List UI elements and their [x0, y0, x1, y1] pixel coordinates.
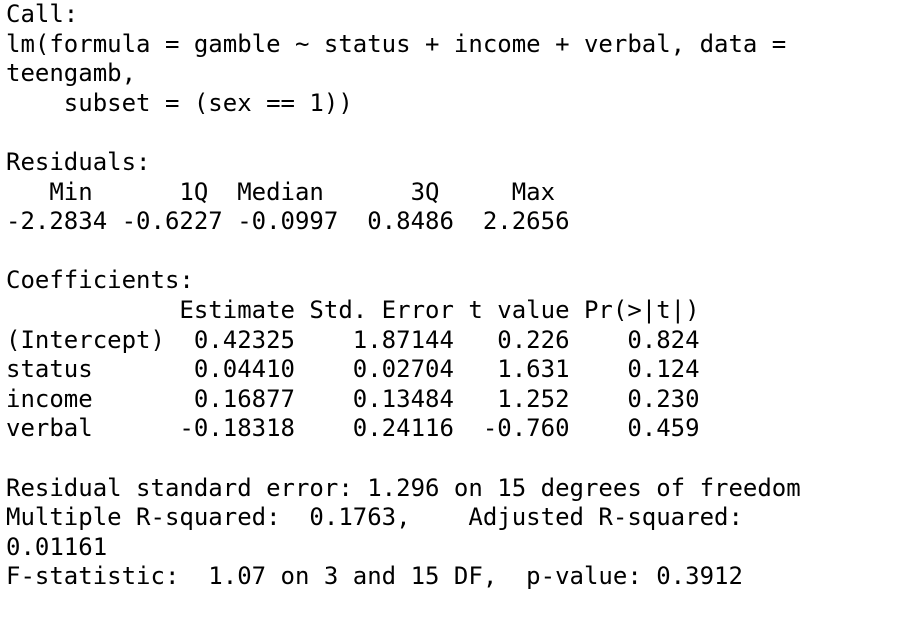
coefficients-column-headers: Estimate Std. Error t value Pr(>|t|) — [6, 295, 700, 324]
coefficients-row-income: income 0.16877 0.13484 1.252 0.230 — [6, 384, 700, 413]
blank-line — [6, 237, 897, 267]
blank-line — [6, 444, 897, 474]
blank-line — [6, 118, 897, 148]
call-line: lm(formula = gamble ~ status + income + … — [6, 29, 787, 58]
coefficients-row-verbal: verbal -0.18318 0.24116 -0.760 0.459 — [6, 414, 700, 443]
coefficients-row-intercept: (Intercept) 0.42325 1.87144 0.226 0.824 — [6, 325, 700, 354]
coefficients-row-status: status 0.04410 0.02704 1.631 0.124 — [6, 355, 700, 384]
adjusted-r-squared-value: 0.01161 — [6, 532, 108, 561]
f-statistic-line: F-statistic: 1.07 on 3 and 15 DF, p-valu… — [6, 562, 743, 591]
call-line: subset = (sex == 1)) — [6, 88, 353, 117]
residual-standard-error-line: Residual standard error: 1.296 on 15 deg… — [6, 473, 801, 502]
r-squared-line: Multiple R-squared: 0.1763, Adjusted R-s… — [6, 503, 743, 532]
residuals-values-row: -2.2834 -0.6227 -0.0997 0.8486 2.2656 — [6, 207, 584, 236]
residuals-header: Residuals: — [6, 147, 151, 176]
residuals-labels-row: Min 1Q Median 3Q Max — [6, 177, 570, 206]
coefficients-header: Coefficients: — [6, 266, 194, 295]
call-header: Call: — [6, 0, 79, 28]
call-line: teengamb, — [6, 59, 137, 88]
